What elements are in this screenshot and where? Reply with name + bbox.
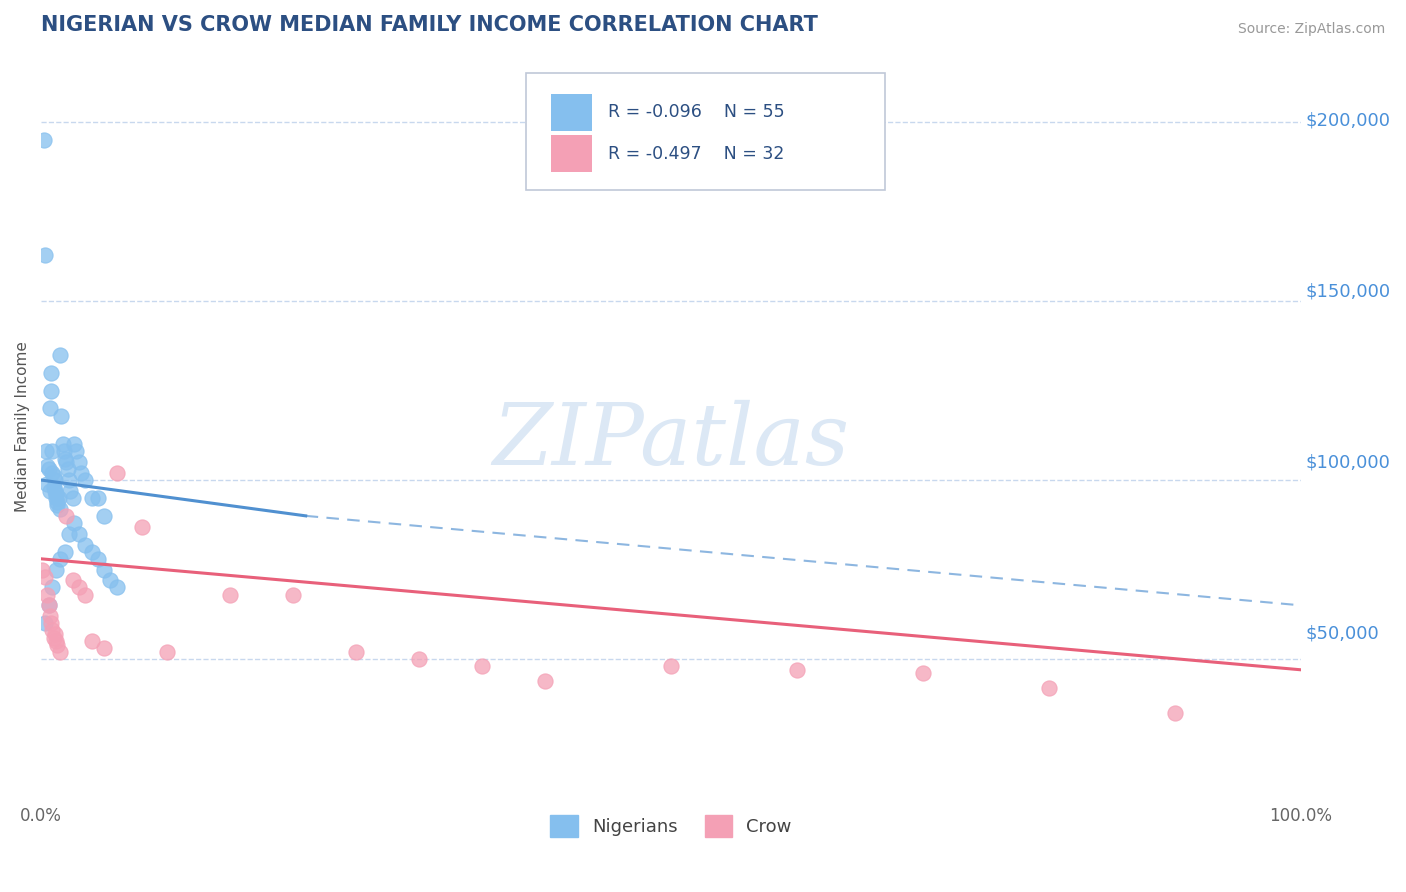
Point: [39, 616, 62, 631]
Point: [53, 544, 76, 558]
Point: [38, 462, 60, 476]
Point: [49, 501, 72, 516]
Point: [1038, 681, 1060, 695]
Point: [156, 645, 179, 659]
Point: [80, 634, 103, 648]
Point: [44, 483, 66, 498]
Point: [58, 526, 80, 541]
Point: [39, 366, 62, 380]
Text: ZIPatlas: ZIPatlas: [492, 400, 849, 483]
Point: [131, 519, 153, 533]
Point: [62, 491, 84, 505]
Point: [105, 581, 128, 595]
Point: [41, 444, 63, 458]
Point: [912, 666, 935, 681]
Point: [219, 588, 242, 602]
Point: [408, 652, 430, 666]
Text: Source: ZipAtlas.com: Source: ZipAtlas.com: [1237, 22, 1385, 37]
Point: [34, 570, 56, 584]
Point: [281, 588, 304, 602]
Point: [49, 551, 72, 566]
Point: [87, 551, 110, 566]
Text: NIGERIAN VS CROW MEDIAN FAMILY INCOME CORRELATION CHART: NIGERIAN VS CROW MEDIAN FAMILY INCOME CO…: [41, 15, 818, 35]
Point: [75, 588, 97, 602]
Point: [67, 526, 90, 541]
Point: [344, 645, 367, 659]
Point: [59, 483, 82, 498]
Point: [100, 574, 122, 588]
Point: [39, 401, 62, 416]
Text: R = -0.497    N = 32: R = -0.497 N = 32: [607, 145, 785, 163]
FancyBboxPatch shape: [526, 73, 886, 189]
Point: [55, 455, 77, 469]
Point: [44, 473, 66, 487]
Point: [44, 627, 66, 641]
Point: [39, 384, 62, 398]
Point: [35, 444, 58, 458]
Point: [659, 659, 682, 673]
Point: [45, 563, 67, 577]
Point: [58, 473, 80, 487]
Point: [75, 473, 97, 487]
Point: [105, 466, 128, 480]
Point: [32, 133, 55, 147]
Point: [42, 631, 65, 645]
FancyBboxPatch shape: [551, 94, 592, 131]
Point: [75, 537, 97, 551]
Point: [56, 462, 79, 476]
Point: [37, 588, 59, 602]
Point: [41, 581, 63, 595]
Point: [55, 508, 77, 523]
Point: [45, 634, 67, 648]
Point: [63, 437, 86, 451]
Point: [42, 480, 65, 494]
Point: [80, 544, 103, 558]
Point: [34, 616, 56, 631]
Point: [70, 466, 93, 480]
Point: [39, 483, 62, 498]
Text: R = -0.096    N = 55: R = -0.096 N = 55: [607, 103, 785, 121]
Point: [51, 437, 73, 451]
Y-axis label: Median Family Income: Median Family Income: [15, 341, 30, 512]
Point: [41, 624, 63, 638]
Point: [45, 487, 67, 501]
Point: [52, 444, 75, 458]
Point: [1164, 706, 1187, 720]
Point: [37, 476, 59, 491]
Point: [65, 444, 87, 458]
Point: [48, 491, 70, 505]
Point: [41, 466, 63, 480]
Point: [34, 247, 56, 261]
Point: [53, 451, 76, 466]
Point: [46, 498, 69, 512]
Point: [38, 599, 60, 613]
Point: [46, 638, 69, 652]
Point: [67, 581, 90, 595]
Point: [49, 348, 72, 362]
FancyBboxPatch shape: [551, 136, 592, 172]
Point: [93, 641, 115, 656]
Point: [786, 663, 808, 677]
Point: [45, 491, 67, 505]
Point: [63, 516, 86, 530]
Point: [534, 673, 557, 688]
Point: [42, 469, 65, 483]
Point: [39, 609, 62, 624]
Point: [46, 494, 69, 508]
Point: [38, 599, 60, 613]
Point: [93, 563, 115, 577]
Legend: Nigerians, Crow: Nigerians, Crow: [541, 805, 800, 846]
Point: [37, 458, 59, 473]
Point: [31, 563, 53, 577]
Point: [49, 645, 72, 659]
Point: [80, 491, 103, 505]
Point: [471, 659, 494, 673]
Point: [93, 508, 115, 523]
Point: [67, 455, 90, 469]
Point: [62, 574, 84, 588]
Point: [51, 409, 73, 423]
Point: [87, 491, 110, 505]
